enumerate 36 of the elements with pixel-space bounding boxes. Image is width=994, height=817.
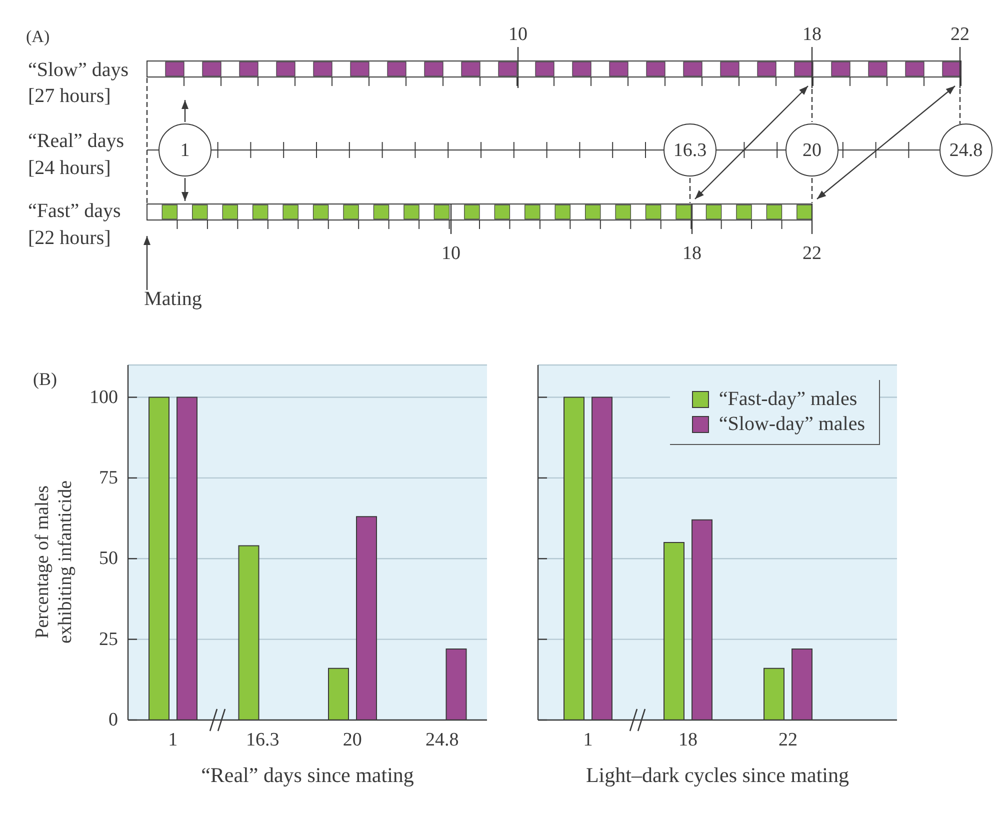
x-tick-label: 24.8: [426, 729, 459, 750]
text: 22: [802, 242, 822, 264]
text: “Real” days: [28, 130, 124, 152]
text: [27 hours]: [28, 85, 111, 107]
x-tick-label: 18: [678, 729, 698, 750]
text: 10: [442, 242, 460, 264]
text: “Slow” days: [28, 59, 129, 81]
text: 18: [682, 242, 702, 264]
text: 18: [802, 24, 822, 44]
x-tick-label: 16.3: [246, 729, 280, 750]
text: 10: [508, 24, 528, 44]
x-tick-label: 1: [583, 729, 593, 750]
x-tick-label: 20: [342, 729, 362, 750]
y-tick-label: 25: [99, 628, 118, 650]
text: 16.3: [673, 140, 707, 160]
text: 22: [950, 24, 970, 44]
y-tick-label: 50: [99, 548, 118, 570]
text: Mating: [144, 288, 202, 310]
x-axis-title: Light–dark cycles since mating: [584, 762, 850, 788]
text: [22 hours]: [28, 227, 111, 249]
text: 20: [802, 140, 822, 160]
x-axis-title: “Real” days since mating: [200, 762, 415, 788]
text: “Fast” days: [28, 200, 121, 222]
x-tick-label: 22: [778, 729, 798, 750]
text: 24.8: [949, 140, 983, 160]
y-axis-title: Percentage of males exhibiting infanticide: [31, 480, 77, 644]
legend-label: “Fast-day” males: [718, 388, 858, 411]
x-tick-label: 1: [168, 729, 178, 750]
chart-title: (B): [33, 368, 57, 390]
y-tick-label: 100: [90, 386, 118, 408]
text: 1: [180, 140, 190, 160]
y-tick-label: 0: [108, 710, 118, 730]
legend-label: “Slow-day” males: [718, 413, 865, 436]
text: [24 hours]: [28, 157, 111, 179]
text: (A): [26, 26, 50, 46]
y-tick-label: 75: [99, 467, 118, 488]
